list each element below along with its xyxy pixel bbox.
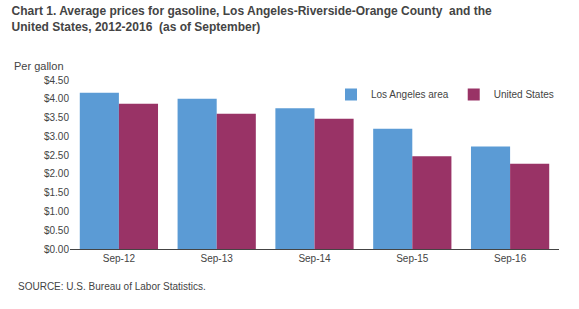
svg-text:$1.50: $1.50 (44, 187, 69, 198)
svg-text:$3.50: $3.50 (44, 112, 69, 123)
svg-text:$4.50: $4.50 (44, 75, 69, 86)
svg-text:Los Angeles area: Los Angeles area (371, 89, 449, 100)
svg-text:$2.00: $2.00 (44, 168, 69, 179)
svg-text:United States: United States (494, 89, 554, 100)
svg-text:Sep-13: Sep-13 (201, 253, 234, 264)
svg-text:Sep-12: Sep-12 (103, 253, 136, 264)
svg-text:$4.00: $4.00 (44, 93, 69, 104)
svg-text:Per gallon: Per gallon (14, 60, 64, 72)
svg-text:$2.50: $2.50 (44, 150, 69, 161)
svg-text:Sep-15: Sep-15 (396, 253, 429, 264)
svg-text:$0.00: $0.00 (44, 244, 69, 255)
svg-text:Sep-16: Sep-16 (494, 253, 527, 264)
svg-text:$3.00: $3.00 (44, 131, 69, 142)
svg-text:$1.00: $1.00 (44, 206, 69, 217)
svg-text:Chart 1. Average prices for ga: Chart 1. Average prices for gasoline, Lo… (12, 4, 492, 34)
svg-text:$0.50: $0.50 (44, 225, 69, 236)
svg-text:Sep-14: Sep-14 (298, 253, 331, 264)
svg-text:SOURCE: U.S. Bureau of Labor S: SOURCE: U.S. Bureau of Labor Statistics. (18, 281, 206, 292)
